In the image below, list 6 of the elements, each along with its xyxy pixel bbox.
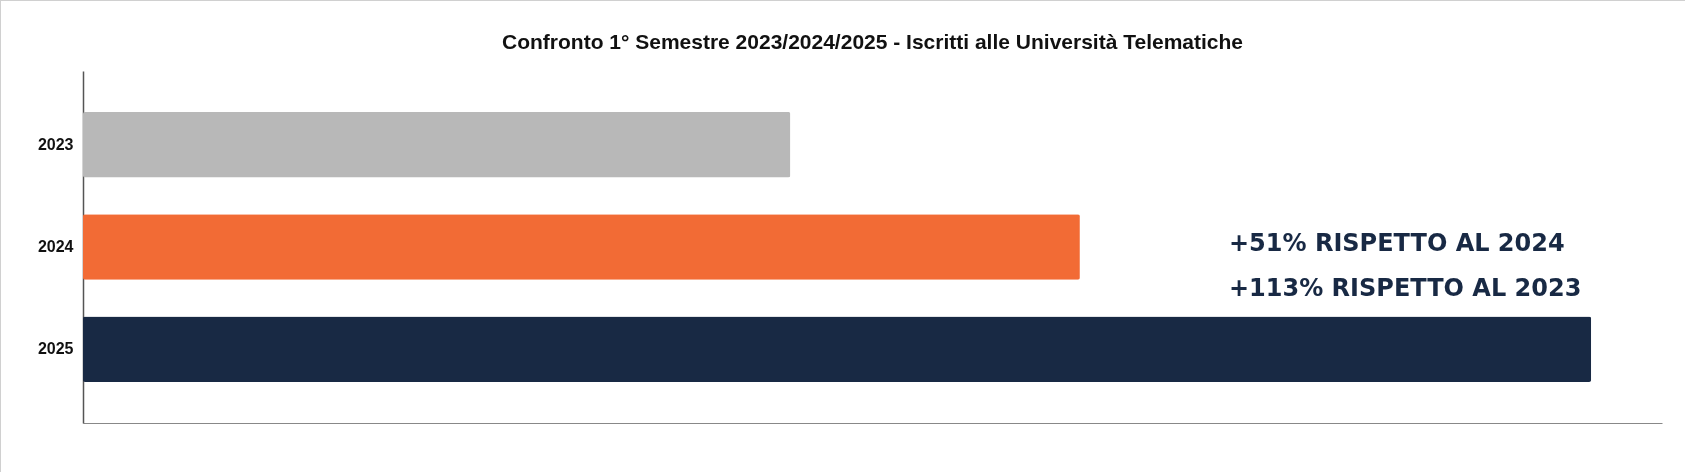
y-tick-label: 2025 <box>37 340 74 358</box>
annotation: +113% RISPETTO AL 2023 <box>1229 274 1582 302</box>
y-tick-label: 2023 <box>37 135 74 153</box>
annotation: +51% RISPETTO AL 2024 <box>1229 229 1565 257</box>
chart-title: Confronto 1° Semestre 2023/2024/2025 - Iscritti alle Università Telematiche <box>501 30 1244 53</box>
y-tick-label: 2024 <box>37 238 74 255</box>
